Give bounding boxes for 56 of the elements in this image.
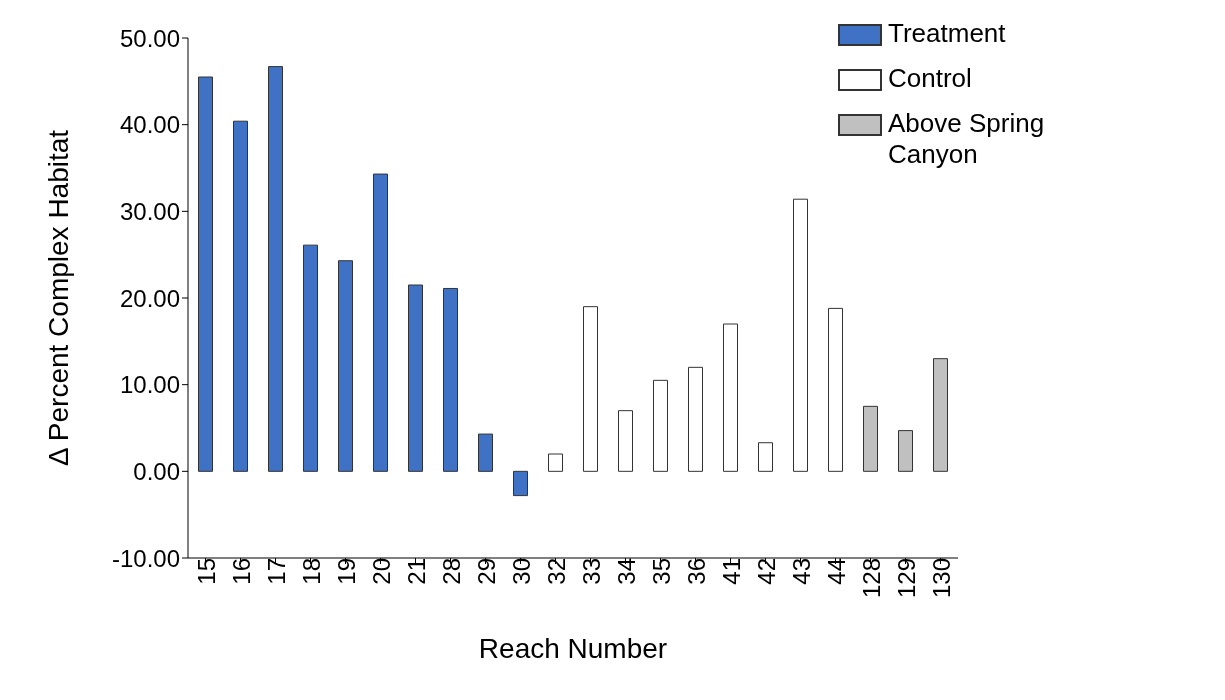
- y-tick-label: 20.00: [119, 284, 180, 312]
- bar: [583, 306, 598, 472]
- bar: [758, 442, 773, 472]
- bar: [303, 244, 318, 472]
- x-tick-label: 15: [192, 558, 220, 585]
- bar: [198, 76, 213, 472]
- y-tick-label: 10.00: [119, 371, 180, 399]
- x-tick-label: 129: [892, 558, 920, 599]
- y-tick-label: 40.00: [119, 111, 180, 139]
- x-tick-label: 16: [227, 558, 255, 585]
- bar: [443, 287, 458, 472]
- bar: [513, 470, 528, 497]
- x-tick-label: 42: [752, 558, 780, 585]
- bar: [233, 120, 248, 472]
- x-tick-label: 33: [577, 558, 605, 585]
- bar: [618, 410, 633, 472]
- x-tick-label: 43: [787, 558, 815, 585]
- bar: [933, 358, 948, 472]
- bar: [408, 284, 423, 472]
- bar: [373, 173, 388, 472]
- x-tick-label: 29: [472, 558, 500, 585]
- bar: [653, 379, 668, 472]
- x-tick-label: 34: [612, 558, 640, 585]
- bar: [478, 433, 493, 472]
- y-tick-label: 30.00: [119, 197, 180, 225]
- x-tick-label: 130: [927, 558, 955, 599]
- x-tick-label: 20: [367, 558, 395, 585]
- x-tick-label: 19: [332, 558, 360, 585]
- bar: [723, 323, 738, 472]
- legend-label: Control: [888, 63, 972, 94]
- x-tick-label: 32: [542, 558, 570, 585]
- bar: [688, 366, 703, 472]
- x-axis-title: Reach Number: [478, 633, 668, 664]
- y-tick-label: -10.00: [111, 544, 180, 572]
- bar: [828, 307, 843, 472]
- y-axis-title: Δ Percent Complex Habitat: [42, 129, 74, 467]
- bar: [548, 453, 563, 472]
- x-tick-label: 41: [717, 558, 745, 585]
- x-tick-label: 17: [262, 558, 290, 585]
- bar: [268, 66, 283, 472]
- x-tick-label: 36: [682, 558, 710, 585]
- bar: [898, 430, 913, 472]
- legend-label: Above Spring Canyon: [888, 108, 1046, 170]
- legend-label: Treatment: [888, 18, 1006, 49]
- x-tick-label: 44: [822, 558, 850, 585]
- x-tick-label: 21: [402, 558, 430, 585]
- y-tick-label: 50.00: [119, 24, 180, 52]
- x-tick-label: 28: [437, 558, 465, 585]
- bar: [793, 198, 808, 472]
- x-tick-label: 35: [647, 558, 675, 585]
- x-tick-label: 128: [857, 558, 885, 599]
- bar: [863, 405, 878, 472]
- bar: [338, 260, 353, 472]
- y-tick-label: 0.00: [133, 457, 180, 485]
- x-tick-label: 30: [507, 558, 535, 585]
- x-tick-label: 18: [297, 558, 325, 585]
